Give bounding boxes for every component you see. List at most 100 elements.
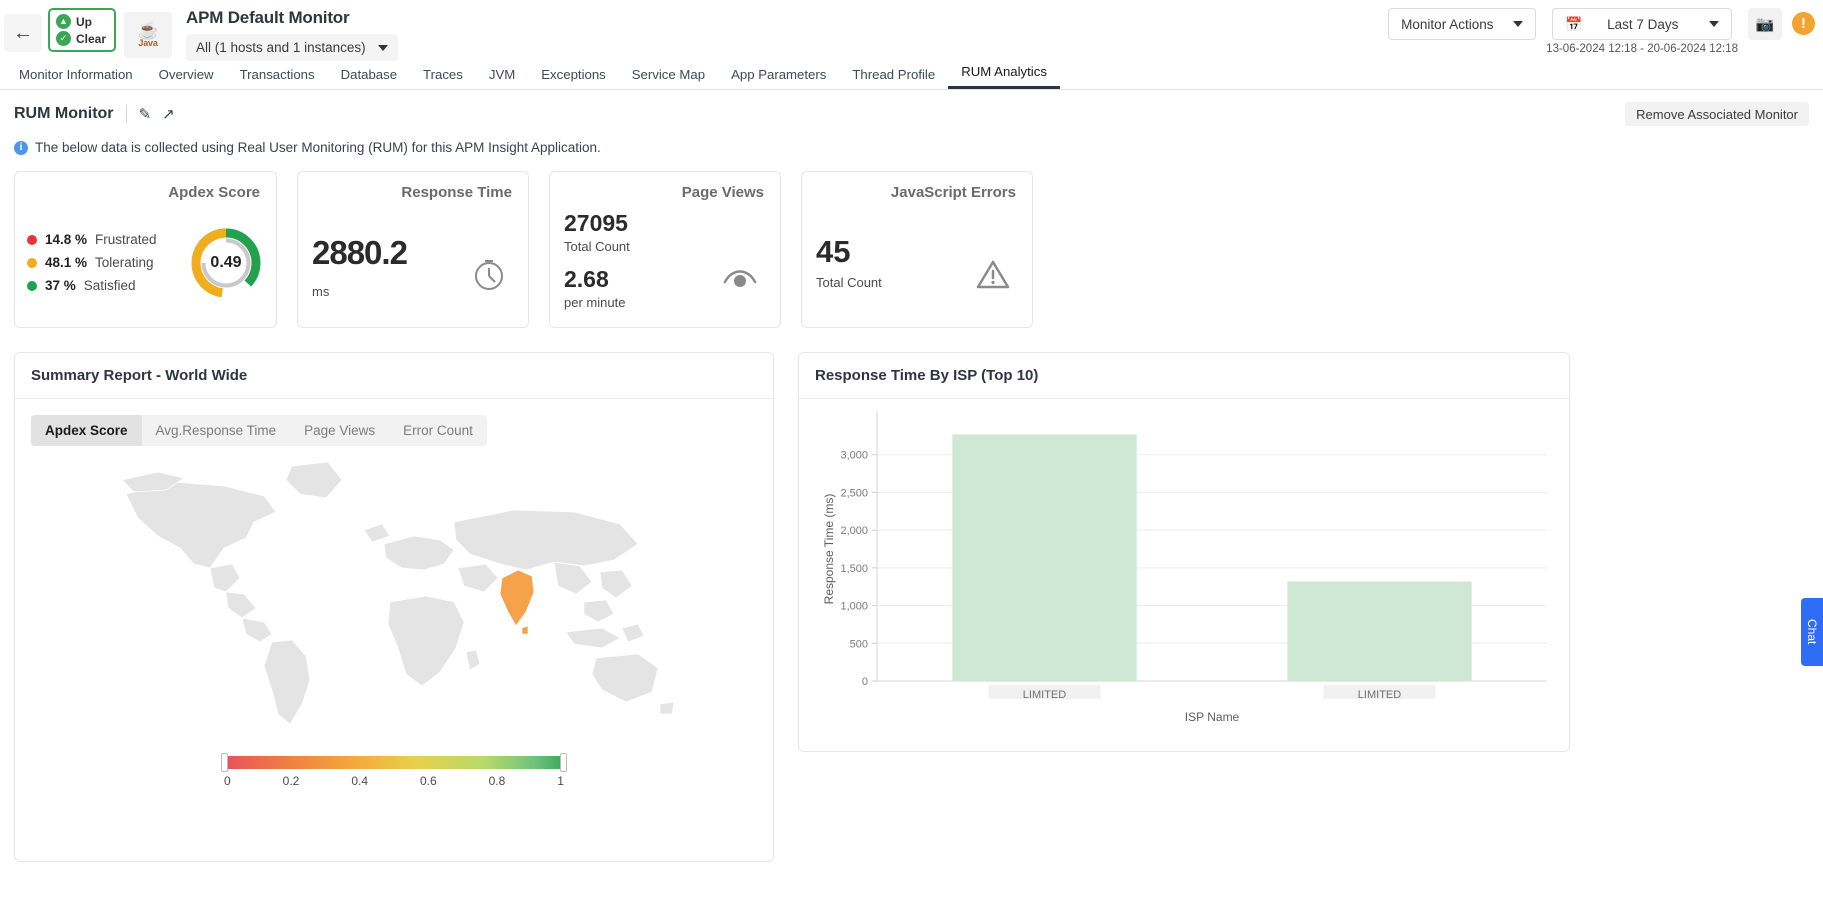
monitor-actions-dropdown[interactable]: Monitor Actions [1388,8,1537,40]
x-tick-label: LIMITED [1358,689,1401,701]
javascript-errors-card-title: JavaScript Errors [890,184,1016,201]
map-country-india[interactable] [499,569,535,627]
status-up-row: ▲ Up [56,13,106,30]
tab-service-map[interactable]: Service Map [619,67,718,89]
tab-label: Transactions [239,67,315,82]
java-label: Java [138,37,158,48]
scale-tick: 0.4 [351,774,368,788]
metric-tab-apdex-score[interactable]: Apdex Score [31,415,142,446]
tab-monitor-information[interactable]: Monitor Information [6,67,146,89]
top-bar: ← ▲ Up ✓ Clear ☕ Java APM Default Monito… [0,0,1823,62]
back-button[interactable]: ← [4,14,42,52]
eye-icon [722,264,758,295]
chevron-down-icon [377,44,388,51]
legend-dot-icon [27,257,37,268]
tab-database[interactable]: Database [328,67,410,89]
java-icon: ☕ [137,20,159,40]
response-time-value: 2880.2 [312,234,408,271]
host-instance-select[interactable]: All (1 hosts and 1 instances) [186,34,398,61]
legend-label: Satisfied [83,278,136,293]
world-map-svg [121,461,674,725]
monitor-actions-label: Monitor Actions [1401,16,1494,32]
metric-tab-page-views[interactable]: Page Views [304,423,376,438]
tab-rum-analytics[interactable]: RUM Analytics [948,64,1060,89]
info-banner: i The below data is collected using Real… [0,126,1823,155]
tab-overview[interactable]: Overview [146,67,227,89]
y-tick-label: 2,000 [840,525,868,537]
tech-java-badge: ☕ Java [124,12,173,58]
legend-label: Frustrated [95,232,157,247]
calendar-icon: 📅 [1565,15,1583,32]
kpi-card-row: Apdex Score 14.8 % Frustrated 48.1 % Tol… [0,155,1823,328]
status-up-icon: ▲ [56,14,71,29]
apdex-score-value: 0.49 [210,253,242,271]
date-range-group: 📅 Last 7 Days 13-06-2024 12:18 - 20-06-2… [1546,8,1738,55]
javascript-errors-card: JavaScript Errors 45 Total Count [801,171,1033,328]
info-banner-text: The below data is collected using Real U… [35,140,601,155]
isp-chart-title: Response Time By ISP (Top 10) [799,353,1569,399]
edit-square-icon[interactable]: ✎️ [138,105,152,123]
scale-tick: 1 [557,774,564,788]
tab-label: Thread Profile [852,67,936,82]
tab-label: Database [340,67,398,82]
tab-traces[interactable]: Traces [410,67,476,89]
legend-value: 37 % [45,278,76,293]
apdex-legend-item-frustrated: 14.8 % Frustrated [27,232,157,247]
javascript-errors-total-label: Total Count [816,275,882,290]
tab-jvm[interactable]: JVM [476,67,528,89]
scale-gradient-bar [224,756,564,769]
metric-tab-error-count[interactable]: Error Count [403,423,473,438]
external-link-icon[interactable]: ↗ [162,105,175,123]
y-tick-label: 500 [850,638,868,650]
scale-tick: 0 [224,774,231,788]
apdex-legend-item-tolerating: 48.1 % Tolerating [27,255,157,270]
rum-subheader: RUM Monitor ✎️ ↗ Remove Associated Monit… [0,90,1823,126]
host-instance-value: All (1 hosts and 1 instances) [196,40,366,55]
y-tick-label: 2,500 [840,487,868,499]
summary-report-panel: Summary Report - World Wide Apdex Score … [14,352,774,862]
y-tick-label: 1,000 [840,601,868,613]
page-views-card-title: Page Views [681,184,764,201]
tab-label: JVM [488,67,516,82]
scale-tick: 0.6 [419,774,437,788]
isp-bar-chart-svg: 0 500 1,000 1,500 2,000 2,500 3,000 LIMITED LIMI… [822,411,1547,724]
title-block: APM Default Monitor All (1 hosts and 1 i… [186,8,398,61]
world-map[interactable] [15,452,773,752]
monitor-status-box: ▲ Up ✓ Clear [48,8,117,52]
tab-transactions[interactable]: Transactions [227,67,328,89]
map-countries [121,461,674,725]
response-time-card: Response Time 2880.2 ms [297,171,529,328]
response-time-unit: ms [312,284,330,299]
tab-exceptions[interactable]: Exceptions [528,67,619,89]
alert-badge-text: ! [1801,15,1806,32]
y-tick-label: 3,000 [840,450,868,462]
date-range-dropdown[interactable]: 📅 Last 7 Days [1552,8,1733,40]
bar[interactable] [1287,581,1472,681]
snapshot-button[interactable]: 📷 [1748,8,1782,40]
x-tick-chip [1323,685,1436,699]
chat-tab-button[interactable]: Chat [1801,598,1823,666]
tab-thread-profile[interactable]: Thread Profile [839,67,948,89]
apdex-legend-item-satisfied: 37 % Satisfied [27,278,157,293]
tab-label: Overview [158,67,214,82]
isp-bar-chart[interactable]: 0 500 1,000 1,500 2,000 2,500 3,000 LIMITED LIMI… [799,399,1569,744]
metric-tab-avg-response-time[interactable]: Avg.Response Time [155,423,277,438]
scale-tick: 0.2 [282,774,300,788]
scale-tick: 0.8 [488,774,506,788]
apdex-card-title: Apdex Score [168,184,260,201]
alert-icon[interactable]: ! [1792,12,1815,35]
legend-value: 48.1 % [45,255,88,270]
map-country-srilanka [521,625,529,635]
tab-label: Service Map [631,67,706,82]
remove-associated-monitor-button[interactable]: Remove Associated Monitor [1625,102,1809,126]
javascript-errors-total: 45 [816,234,851,269]
tab-label: Monitor Information [19,67,133,82]
tab-label: Exceptions [541,67,606,82]
legend-value: 14.8 % [45,232,88,247]
tab-app-parameters[interactable]: App Parameters [718,67,839,89]
rum-monitor-title: RUM Monitor [14,105,114,122]
bar[interactable] [952,434,1137,681]
summary-report-title: Summary Report - World Wide [15,353,773,399]
y-tick-label: 1,500 [840,563,868,575]
